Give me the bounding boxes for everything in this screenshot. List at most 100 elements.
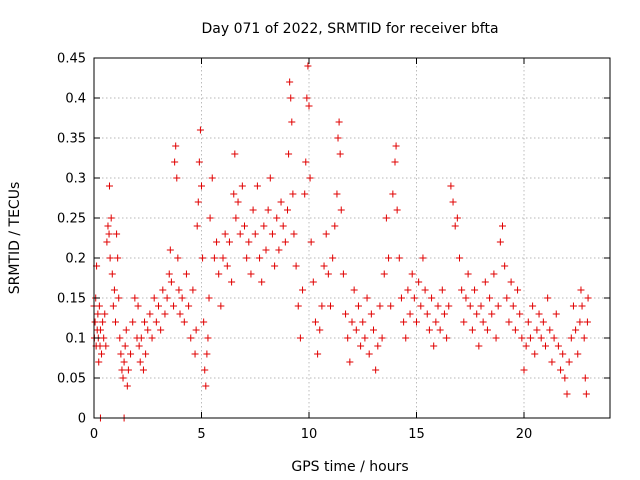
data-point bbox=[334, 134, 342, 142]
data-point bbox=[134, 302, 142, 310]
data-point bbox=[112, 318, 119, 326]
data-point bbox=[108, 270, 116, 278]
data-point bbox=[522, 342, 530, 350]
data-point bbox=[195, 158, 203, 166]
data-point bbox=[139, 366, 147, 374]
data-point bbox=[286, 78, 294, 86]
data-point bbox=[182, 270, 190, 278]
data-point bbox=[445, 302, 453, 310]
data-point bbox=[232, 214, 240, 222]
data-point bbox=[193, 222, 201, 230]
data-point bbox=[320, 262, 328, 270]
data-point bbox=[520, 366, 528, 374]
data-point bbox=[113, 230, 121, 238]
data-point bbox=[228, 278, 236, 286]
x-tick-label: 20 bbox=[516, 427, 533, 442]
x-tick-label: 15 bbox=[408, 427, 425, 442]
data-point bbox=[230, 190, 238, 198]
data-point bbox=[141, 318, 149, 326]
data-point bbox=[155, 302, 162, 310]
data-point bbox=[109, 302, 117, 310]
data-point bbox=[318, 302, 326, 310]
data-point bbox=[201, 366, 209, 374]
data-point bbox=[105, 182, 113, 190]
data-point bbox=[116, 334, 124, 342]
data-point bbox=[374, 342, 382, 350]
data-point bbox=[481, 278, 489, 286]
data-point bbox=[225, 238, 233, 246]
y-tick-label: 0.15 bbox=[57, 292, 86, 307]
data-point bbox=[173, 174, 181, 182]
data-point bbox=[507, 278, 515, 286]
data-point bbox=[443, 334, 451, 342]
data-point bbox=[496, 238, 504, 246]
data-point bbox=[213, 238, 221, 246]
data-point bbox=[400, 318, 408, 326]
data-point bbox=[582, 390, 590, 398]
data-point bbox=[165, 270, 173, 278]
data-point bbox=[584, 294, 592, 302]
data-point bbox=[204, 334, 212, 342]
data-point bbox=[206, 214, 214, 222]
data-point bbox=[537, 334, 545, 342]
data-point bbox=[494, 302, 502, 310]
data-point bbox=[221, 230, 229, 238]
data-point bbox=[121, 342, 129, 350]
data-point bbox=[316, 326, 324, 334]
data-point bbox=[438, 286, 446, 294]
y-tick-label: 0.3 bbox=[65, 172, 86, 187]
data-point bbox=[205, 294, 213, 302]
data-point bbox=[171, 158, 179, 166]
data-point bbox=[423, 310, 431, 318]
data-point bbox=[397, 294, 405, 302]
data-point bbox=[199, 254, 207, 262]
data-point bbox=[98, 350, 106, 358]
data-point bbox=[292, 262, 300, 270]
data-point bbox=[175, 286, 183, 294]
data-point bbox=[290, 230, 298, 238]
data-point bbox=[505, 318, 513, 326]
data-point bbox=[511, 326, 519, 334]
data-point bbox=[436, 326, 444, 334]
data-point bbox=[363, 294, 371, 302]
data-point bbox=[518, 334, 526, 342]
y-tick-label: 0 bbox=[78, 412, 86, 427]
chart-title: Day 071 of 2022, SRMTID for receiver bft… bbox=[201, 21, 498, 37]
data-point bbox=[395, 254, 403, 262]
data-point bbox=[458, 286, 466, 294]
data-point bbox=[200, 318, 208, 326]
data-point bbox=[118, 366, 126, 374]
data-point bbox=[342, 310, 350, 318]
data-point bbox=[106, 254, 114, 262]
data-point bbox=[258, 278, 266, 286]
data-point bbox=[223, 262, 231, 270]
data-point bbox=[253, 182, 261, 190]
y-tick-label: 0.45 bbox=[57, 52, 86, 67]
x-axis-title: GPS time / hours bbox=[291, 459, 408, 475]
data-point bbox=[380, 270, 388, 278]
data-point bbox=[535, 310, 543, 318]
y-tick-label: 0.35 bbox=[57, 132, 86, 147]
data-point bbox=[251, 230, 259, 238]
data-point bbox=[577, 286, 585, 294]
data-point bbox=[236, 230, 244, 238]
data-point bbox=[152, 318, 160, 326]
data-point bbox=[417, 302, 425, 310]
data-point bbox=[146, 310, 154, 318]
data-point bbox=[456, 254, 463, 262]
data-point bbox=[460, 318, 468, 326]
data-point bbox=[376, 302, 384, 310]
data-point bbox=[163, 294, 171, 302]
data-point bbox=[382, 214, 390, 222]
data-point bbox=[100, 334, 108, 342]
data-point bbox=[346, 358, 354, 366]
data-points bbox=[90, 62, 592, 422]
data-point bbox=[288, 118, 296, 126]
data-point bbox=[337, 206, 345, 214]
data-point bbox=[217, 302, 225, 310]
data-point bbox=[196, 126, 204, 134]
data-point bbox=[243, 254, 251, 262]
data-point bbox=[329, 254, 337, 262]
data-point bbox=[266, 174, 274, 182]
